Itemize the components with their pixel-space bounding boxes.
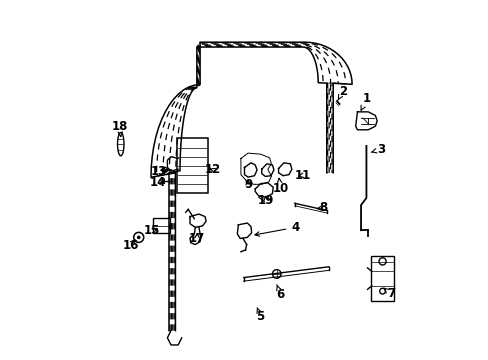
Text: 8: 8 (316, 202, 327, 215)
Text: 6: 6 (276, 285, 284, 301)
Text: 17: 17 (189, 231, 205, 244)
Text: 2: 2 (337, 85, 346, 100)
Text: 16: 16 (122, 239, 139, 252)
Text: 1: 1 (360, 92, 370, 110)
Text: 3: 3 (370, 143, 384, 156)
Text: 14: 14 (149, 176, 165, 189)
Text: 12: 12 (205, 163, 221, 176)
Text: 11: 11 (294, 169, 310, 182)
Text: 13: 13 (151, 165, 167, 178)
Text: 19: 19 (257, 194, 274, 207)
Text: 18: 18 (112, 121, 128, 137)
Text: 7: 7 (383, 287, 394, 300)
Text: 9: 9 (244, 178, 252, 191)
Text: 15: 15 (144, 224, 160, 238)
Circle shape (137, 235, 140, 239)
Text: 4: 4 (254, 221, 299, 236)
Text: 10: 10 (272, 178, 288, 195)
Text: 5: 5 (256, 308, 264, 324)
